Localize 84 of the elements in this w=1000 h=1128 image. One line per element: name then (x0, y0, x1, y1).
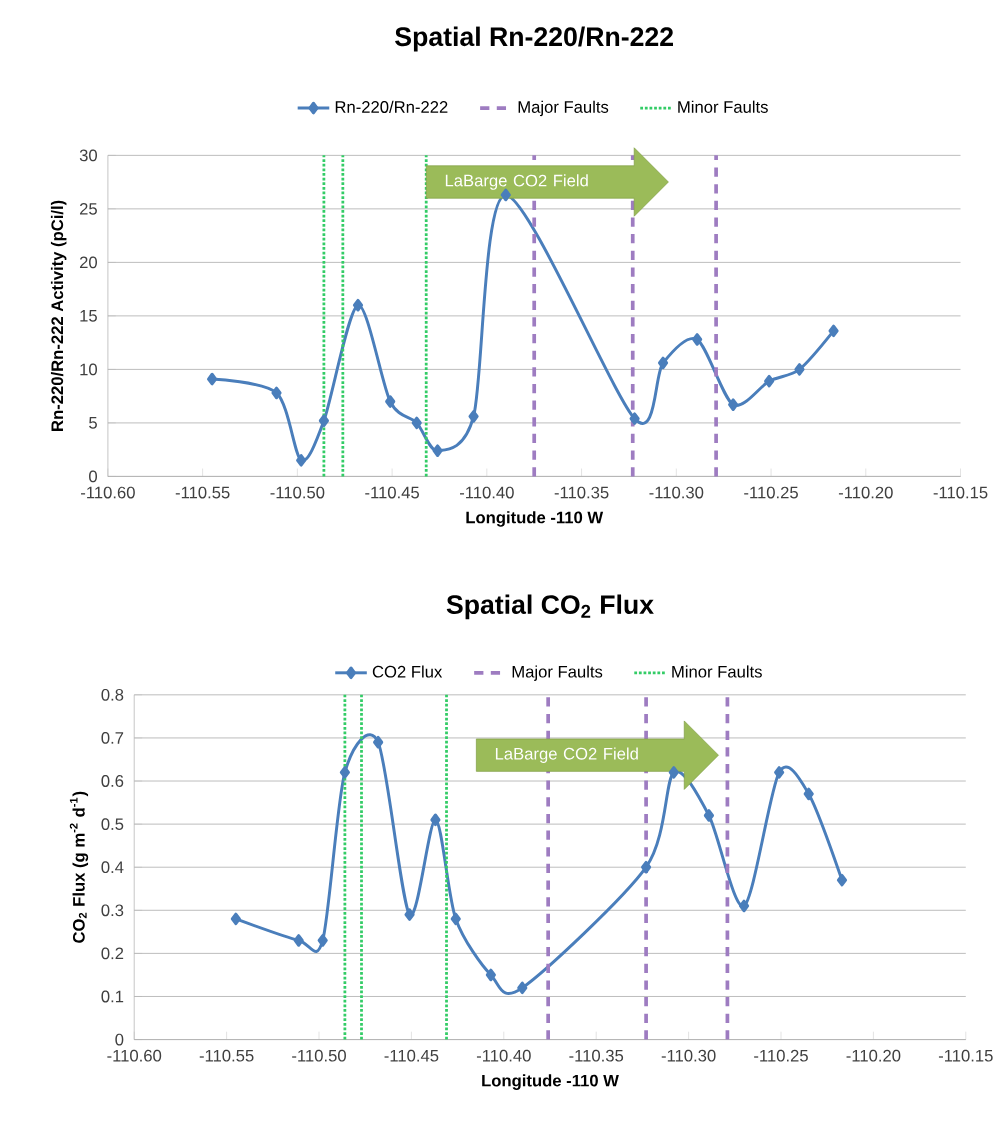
y-tick-label: 5 (89, 417, 97, 429)
point (430, 813, 441, 827)
x-axis-title: Longitude -110 W (466, 511, 604, 527)
x-tick-label: -110.15 (933, 486, 988, 499)
point (339, 766, 350, 779)
y-tick-label: 20 (79, 256, 98, 269)
point (468, 410, 479, 423)
x-tick-label: -110.40 (459, 486, 514, 499)
chart-title: Spatial Rn-220/Rn-222 (395, 26, 673, 52)
y-axis-title: Rn-220/Rn-222 Activity (pCi/l) (50, 200, 67, 431)
x-tick-label: -110.35 (569, 1049, 624, 1062)
point (692, 333, 703, 346)
ref-line-label: Major Faults (512, 665, 603, 681)
point (271, 386, 282, 400)
point (828, 324, 839, 338)
y-tick-label: 25 (79, 202, 97, 215)
x-tick-label: -110.50 (270, 486, 325, 499)
x-tick-label: -110.30 (649, 486, 704, 499)
x-tick-label: -110.55 (199, 1049, 254, 1062)
point (668, 766, 679, 779)
x-tick-label: -110.25 (754, 1049, 808, 1062)
point (774, 766, 785, 779)
x-axis-title: Longitude -110 W (482, 1074, 619, 1090)
y-tick-label: 0.2 (101, 947, 124, 960)
y-axis-title: CO$_{2}$ Flux (g m$^{-2}$ d$^{-1}$) (69, 791, 89, 943)
x-tick-label: -110.20 (846, 1049, 901, 1062)
annotation: LaBarge CO2 Field (495, 747, 638, 763)
point (803, 787, 814, 801)
point (836, 873, 848, 887)
annotation: LaBarge CO2 Field (445, 174, 588, 190)
point (293, 934, 304, 947)
point (207, 372, 218, 386)
legend-label: Major Faults (518, 100, 609, 117)
y-tick-label: 0.4 (101, 861, 124, 874)
y-tick-label: 0.8 (101, 688, 124, 701)
point (352, 298, 364, 312)
x-tick-label: -110.35 (554, 486, 609, 499)
point (657, 356, 669, 370)
y-tick-label: 0.6 (101, 775, 124, 787)
point (385, 395, 396, 408)
x-tick-label: -110.60 (81, 486, 135, 499)
legend-label: Minor Faults (678, 100, 768, 113)
y-tick-label: 0 (115, 1033, 124, 1046)
point (296, 454, 307, 467)
chart-title: Spatial CO$_{2}$ Flux (446, 594, 654, 620)
y-tick-label: 10 (80, 363, 98, 376)
point (432, 444, 443, 458)
point (230, 912, 241, 926)
y-tick-label: 0.1 (101, 990, 124, 1003)
legend-label: CO2 Flux (372, 665, 443, 678)
legend-label: Rn-220/Rn-222 (335, 100, 448, 113)
point (450, 912, 461, 926)
x-tick-label: -110.50 (292, 1049, 346, 1062)
y-tick-label: 0.3 (101, 904, 124, 917)
y-tick-label: 0 (89, 470, 98, 483)
point (500, 188, 511, 202)
x-tick-label: -110.45 (384, 1049, 439, 1062)
x-tick-label: -110.55 (175, 486, 230, 499)
y-tick-label: 0.5 (101, 818, 124, 831)
x-tick-label: -110.60 (107, 1049, 162, 1062)
point (373, 735, 384, 749)
legend-label: Minor Faults (672, 665, 762, 678)
point (641, 860, 652, 874)
x-tick-label: -110.40 (476, 1049, 531, 1062)
y-tick-label: 30 (79, 149, 98, 162)
point (728, 398, 739, 411)
point (318, 414, 329, 428)
point (629, 412, 640, 425)
y-tick-label: 0.7 (101, 732, 124, 744)
point (794, 363, 805, 376)
y-tick-label: 15 (80, 310, 97, 322)
point (703, 809, 715, 822)
x-tick-label: -110.25 (744, 486, 798, 499)
point (317, 934, 328, 947)
point (764, 374, 775, 388)
point (411, 416, 422, 430)
point (738, 899, 750, 913)
point (404, 908, 415, 921)
point (517, 981, 528, 995)
x-tick-label: -110.30 (661, 1049, 716, 1062)
point (485, 968, 496, 982)
x-tick-label: -110.20 (838, 486, 893, 499)
x-tick-label: -110.45 (365, 486, 420, 499)
x-tick-label: -110.15 (938, 1049, 993, 1062)
